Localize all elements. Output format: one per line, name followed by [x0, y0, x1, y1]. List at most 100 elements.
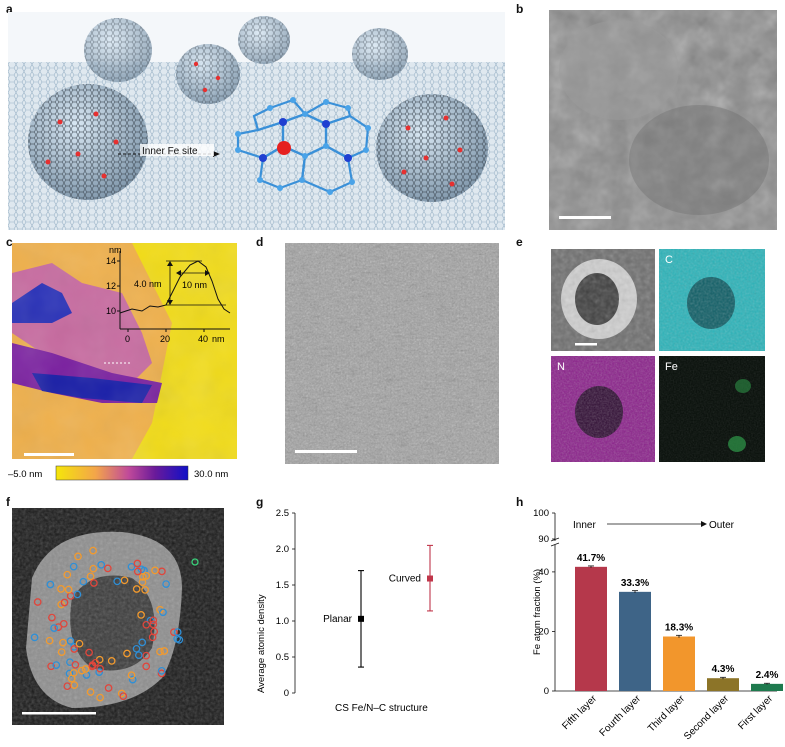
atom-marker	[86, 572, 95, 581]
atom-marker	[70, 645, 79, 653]
panel-d-letter: d	[256, 235, 264, 249]
small-sphere	[352, 28, 408, 80]
g-ylabel: Average atomic density	[256, 594, 267, 693]
g-point-label: Curved	[389, 574, 421, 585]
atom-marker	[48, 613, 56, 622]
atom-marker	[90, 579, 98, 587]
profile-ytick: 12	[106, 281, 116, 291]
atom-marker	[71, 660, 80, 669]
h-axis-break	[550, 542, 560, 547]
atom-marker	[59, 619, 68, 628]
panel-e-iron-map: Fe	[659, 356, 765, 462]
g-ytick-label: 0.5	[276, 652, 289, 663]
atom-marker	[138, 638, 147, 647]
atom-marker	[60, 598, 69, 607]
atom-marker	[133, 567, 142, 576]
g-ytick-label: 1.0	[276, 616, 289, 627]
atom-marker	[96, 664, 104, 673]
g-point-label: Planar	[323, 614, 353, 625]
panel-e-letter: e	[516, 235, 523, 249]
panel-d-tem-image	[285, 243, 499, 464]
panel-b-letter: b	[516, 2, 524, 16]
atom-marker	[128, 675, 137, 684]
nitrogen-map-label: N	[557, 361, 565, 373]
atom-marker	[151, 566, 159, 575]
h-bar-value-label: 4.3%	[712, 664, 735, 675]
h-bar	[663, 636, 695, 691]
panel-c-colorbar: –5.0 nm 30.0 nm	[8, 465, 228, 481]
h-bar	[619, 591, 651, 691]
panel-g-letter: g	[256, 495, 264, 509]
atom-marker	[97, 560, 106, 569]
atom-marker	[137, 611, 145, 619]
profile-xtick: 20	[160, 334, 170, 344]
atom-marker	[173, 628, 182, 636]
atom-marker	[104, 684, 113, 692]
h-category-label: First layer	[736, 693, 775, 732]
h-ytick-label: 0	[544, 686, 549, 697]
h-category-label: Fifth layer	[560, 693, 599, 732]
atom-marker	[77, 666, 86, 675]
g-xlabel: CS Fe/N–C structure	[335, 703, 428, 714]
h-bar	[751, 683, 783, 691]
atom-marker	[57, 585, 65, 593]
panel-f-haadf-image	[12, 508, 224, 725]
width-annotation: 10 nm	[182, 280, 207, 290]
atom-marker	[134, 651, 143, 660]
fe-site-atoms	[235, 97, 371, 195]
atom-marker	[162, 580, 170, 588]
panel-g-chart: Average atomic density 00.51.01.52.02.5 …	[256, 508, 433, 714]
atom-marker	[33, 598, 42, 606]
h-bar-value-label: 18.3%	[665, 623, 693, 634]
iron-map-label: Fe	[665, 361, 678, 373]
atom-marker	[86, 688, 95, 696]
fe-atom	[277, 141, 291, 155]
atom-marker	[141, 586, 149, 594]
atom-marker	[142, 651, 151, 660]
atom-marker	[52, 661, 61, 669]
scale-bar	[295, 450, 357, 453]
panel-e-carbon-map: C	[659, 249, 765, 351]
atom-marker	[75, 639, 84, 648]
atom-marker	[46, 580, 55, 589]
atom-marker	[95, 668, 104, 676]
panel-e-nitrogen-map: N	[551, 356, 655, 462]
atom-marker	[157, 666, 166, 675]
atom-marker	[69, 562, 78, 571]
colorbar-min: –5.0 nm	[8, 469, 42, 480]
g-point	[427, 575, 433, 582]
scale-bar	[575, 343, 597, 346]
atom-marker	[91, 658, 100, 667]
colorbar-max: 30.0 nm	[194, 469, 228, 480]
profile-ytick: 10	[106, 306, 116, 316]
profile-xtick: 0	[125, 334, 130, 344]
panel-c-letter: c	[6, 235, 13, 249]
atom-marker	[67, 674, 76, 683]
atom-marker	[148, 633, 157, 642]
atom-marker	[50, 624, 58, 632]
profile-ytick: 14	[106, 256, 116, 266]
medium-sphere	[176, 44, 240, 104]
large-sphere-right	[376, 94, 488, 202]
atom-marker	[103, 564, 112, 573]
panel-c-afm-image: nm 14 12 10 0 20 40 nm 4.0 nm 10 nm	[12, 243, 237, 459]
atom-marker	[132, 585, 141, 593]
atom-marker	[120, 576, 129, 585]
atom-marker	[133, 559, 142, 568]
atom-marker	[113, 577, 122, 586]
h-bar	[707, 678, 739, 691]
scale-bar	[559, 216, 611, 219]
h-inner-label: Inner	[573, 520, 596, 531]
atom-marker	[59, 638, 67, 647]
atom-marker	[81, 665, 90, 673]
h-outer-label: Outer	[709, 520, 735, 531]
atom-marker	[47, 662, 55, 671]
large-sphere-left	[28, 84, 148, 200]
h-ytick-label: 40	[538, 567, 549, 578]
atom-marker	[63, 682, 72, 691]
h-ytick-label: 20	[538, 626, 549, 637]
height-annotation: 4.0 nm	[134, 279, 162, 289]
atom-marker	[107, 657, 116, 665]
atom-marker	[138, 578, 147, 587]
atom-marker	[85, 648, 93, 657]
